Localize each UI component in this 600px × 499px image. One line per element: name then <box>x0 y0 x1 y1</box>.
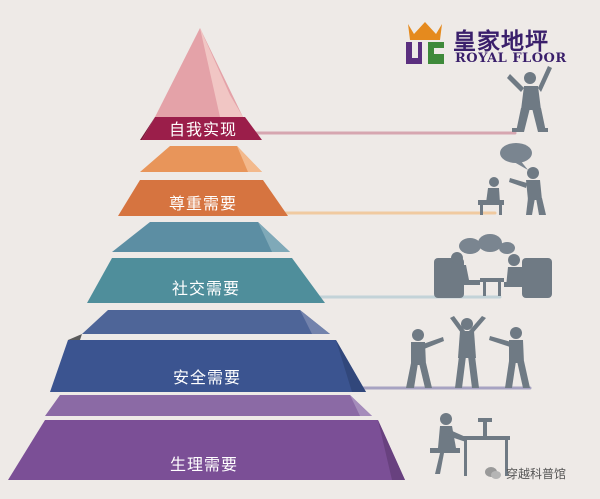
tier-label-esteem: 尊重需要 <box>169 194 237 213</box>
threatened-figure-icon <box>450 316 486 388</box>
connector-lines <box>248 131 532 390</box>
watermark-text: 穿越科普馆 <box>506 467 567 481</box>
desk-worker-icon <box>430 413 510 476</box>
triumphant-figure-icon <box>507 66 552 132</box>
tier-physiological: 生理需要 <box>8 395 405 480</box>
armchair-figure-left-icon <box>434 252 480 298</box>
coffee-table-icon <box>480 278 504 296</box>
royal-floor-logo-icon <box>406 22 444 64</box>
brand-name-cn: 皇家地坪 <box>453 29 549 55</box>
tier-label-self-actualization: 自我实现 <box>169 120 237 139</box>
brand-name-en: ROYAL FLOOR <box>455 51 567 66</box>
seated-listener-icon <box>478 177 504 215</box>
tier-social: 社交需要 <box>87 222 325 303</box>
tier-label-physiological: 生理需要 <box>170 455 238 474</box>
speech-bubble-icon <box>500 143 532 170</box>
gunman-left-icon <box>406 329 444 388</box>
tier-label-safety: 安全需要 <box>173 368 241 387</box>
tier-esteem: 尊重需要 <box>118 146 288 216</box>
gunman-right-icon <box>489 327 530 388</box>
conversation-bubbles-icon <box>459 234 515 254</box>
tier-safety: 安全需要 <box>50 310 366 392</box>
tier-label-social: 社交需要 <box>172 279 240 298</box>
presenter-figure-icon <box>509 167 546 215</box>
tier-self-actualization: 自我实现 <box>140 28 262 140</box>
crown-icon <box>408 22 442 40</box>
wechat-icon <box>485 467 501 479</box>
armchair-figure-right-icon <box>504 254 552 298</box>
